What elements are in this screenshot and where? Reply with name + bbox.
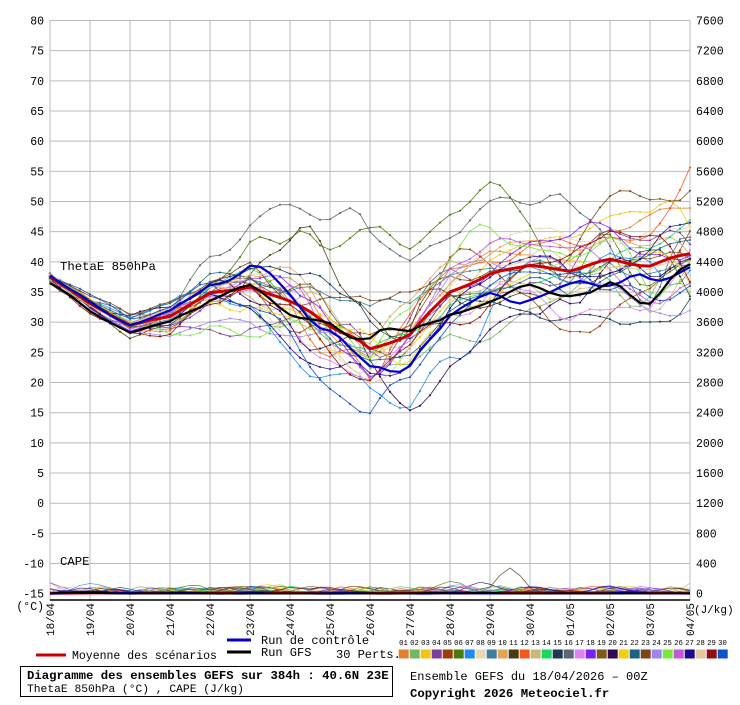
svg-text:(J/kg): (J/kg) [694,605,734,617]
svg-text:2000: 2000 [696,438,724,451]
svg-text:6800: 6800 [696,76,724,89]
svg-text:19/04: 19/04 [86,603,98,636]
svg-text:18/04: 18/04 [46,603,58,636]
svg-text:3200: 3200 [696,347,724,360]
svg-text:CAPE: CAPE [60,555,90,569]
svg-text:30: 30 [30,317,44,330]
svg-text:4800: 4800 [696,227,724,240]
svg-text:40: 40 [30,257,44,270]
svg-text:01/05: 01/05 [566,603,578,636]
svg-text:27: 27 [685,640,694,648]
svg-text:60: 60 [30,136,44,149]
svg-text:24/04: 24/04 [286,603,298,636]
svg-text:10: 10 [30,438,44,451]
svg-text:24: 24 [652,640,661,648]
svg-text:25: 25 [663,640,672,648]
svg-text:65: 65 [30,106,44,119]
svg-text:6400: 6400 [696,106,724,119]
svg-text:25/04: 25/04 [326,603,338,636]
svg-text:06: 06 [454,640,463,648]
svg-text:15: 15 [30,408,44,421]
svg-text:28: 28 [696,640,705,648]
svg-text:23: 23 [641,640,650,648]
svg-text:21: 21 [619,640,628,648]
svg-text:75: 75 [30,46,44,59]
svg-text:0: 0 [696,589,703,602]
svg-text:03: 03 [421,640,430,648]
svg-text:45: 45 [30,227,44,240]
svg-text:08: 08 [476,640,485,648]
svg-text:2400: 2400 [696,408,724,421]
svg-text:26: 26 [674,640,683,648]
svg-text:400: 400 [696,559,717,572]
svg-text:6000: 6000 [696,136,724,149]
svg-text:20: 20 [30,378,44,391]
svg-text:19: 19 [597,640,606,648]
svg-text:04/05: 04/05 [686,603,698,636]
svg-text:29/04: 29/04 [486,603,498,636]
svg-text:11: 11 [509,640,518,648]
svg-text:Moyenne des scénarios: Moyenne des scénarios [72,650,217,663]
svg-text:15: 15 [553,640,562,648]
svg-text:2800: 2800 [696,378,724,391]
svg-text:03/05: 03/05 [646,603,658,636]
svg-text:13: 13 [531,640,540,648]
svg-text:30 Perts.: 30 Perts. [336,648,401,662]
svg-text:29: 29 [707,640,716,648]
svg-text:5600: 5600 [696,166,724,179]
svg-text:-5: -5 [30,528,44,541]
svg-text:4000: 4000 [696,287,724,300]
svg-text:22/04: 22/04 [206,603,218,636]
svg-text:25: 25 [30,347,44,360]
svg-text:30/04: 30/04 [526,603,538,636]
svg-text:18: 18 [586,640,595,648]
svg-text:1600: 1600 [696,468,724,481]
svg-text:ThetaE 850hPa: ThetaE 850hPa [60,260,156,274]
svg-text:-15: -15 [23,589,44,602]
svg-text:20: 20 [608,640,617,648]
svg-text:01: 01 [399,640,408,648]
svg-text:09: 09 [487,640,496,648]
svg-text:5: 5 [37,468,44,481]
svg-text:4400: 4400 [696,257,724,270]
svg-text:30: 30 [718,640,727,648]
svg-text:28/04: 28/04 [446,603,458,636]
svg-text:-10: -10 [23,559,44,572]
svg-text:02: 02 [410,640,419,648]
svg-text:7200: 7200 [696,46,724,59]
svg-text:20/04: 20/04 [126,603,138,636]
svg-text:12: 12 [520,640,529,648]
svg-text:07: 07 [465,640,474,648]
svg-text:1200: 1200 [696,498,724,511]
svg-text:0: 0 [37,498,44,511]
svg-text:21/04: 21/04 [166,603,178,636]
svg-text:50: 50 [30,197,44,210]
svg-text:14: 14 [542,640,551,648]
svg-text:04: 04 [432,640,441,648]
svg-text:10: 10 [498,640,507,648]
svg-text:55: 55 [30,166,44,179]
svg-text:70: 70 [30,76,44,89]
svg-text:23/04: 23/04 [246,603,258,636]
svg-text:16: 16 [564,640,573,648]
svg-text:05: 05 [443,640,452,648]
svg-text:35: 35 [30,287,44,300]
svg-text:Run GFS: Run GFS [261,646,311,660]
svg-text:27/04: 27/04 [406,603,418,636]
svg-text:26/04: 26/04 [366,603,378,636]
svg-text:5200: 5200 [696,197,724,210]
svg-text:7600: 7600 [696,16,724,29]
svg-text:80: 80 [30,16,44,29]
svg-text:02/05: 02/05 [606,603,618,636]
svg-text:(°C): (°C) [16,601,44,614]
svg-text:22: 22 [630,640,639,648]
svg-text:17: 17 [575,640,584,648]
svg-text:3600: 3600 [696,317,724,330]
svg-text:800: 800 [696,528,717,541]
